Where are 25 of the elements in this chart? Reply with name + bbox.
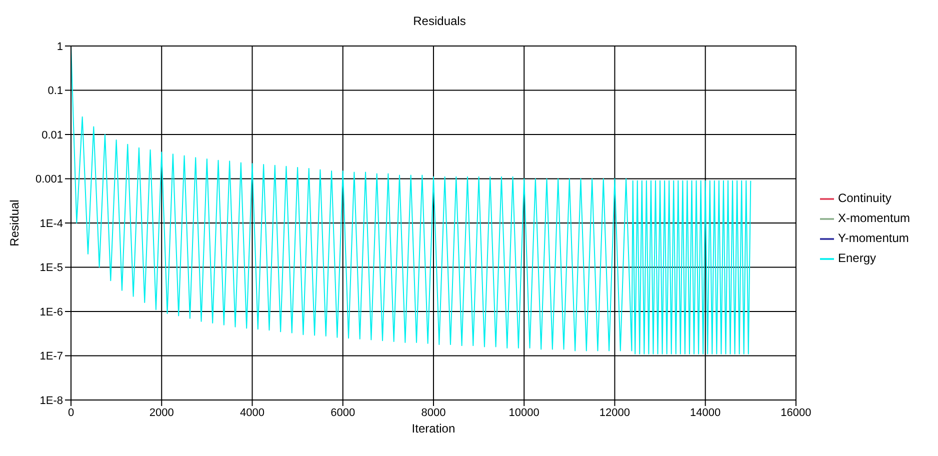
legend-label: Continuity	[838, 191, 892, 205]
y-tick-label: 1	[56, 40, 63, 53]
y-tick-label: 1E-5	[40, 262, 63, 274]
x-tick-label: 10000	[508, 406, 540, 419]
x-tick-label: 16000	[780, 406, 812, 419]
y-tick-label: 0.001	[35, 174, 63, 186]
y-tick-label: 1E-4	[40, 218, 63, 230]
x-tick-label: 14000	[690, 406, 721, 419]
x-axis-title: Iteration	[412, 422, 456, 436]
x-tick-label: 2000	[149, 406, 174, 419]
x-tick-label: 6000	[330, 406, 356, 419]
y-tick-label: 1E-8	[40, 394, 63, 407]
y-tick-label: 0.01	[42, 129, 63, 142]
legend-label: Energy	[838, 251, 876, 265]
x-tick-label: 0	[68, 406, 74, 419]
legend-label: Y-momentum	[838, 231, 909, 245]
y-axis-title: Residual	[7, 200, 22, 246]
x-tick-label: 4000	[240, 406, 264, 419]
y-tick-label: 0.1	[48, 85, 63, 98]
y-tick-label: 1E-6	[40, 306, 63, 318]
legend-label: X-momentum	[838, 211, 910, 225]
x-tick-label: 12000	[599, 406, 630, 419]
x-tick-label: 8000	[421, 406, 446, 419]
chart-title: Residuals	[412, 14, 467, 28]
y-tick-label: 1E-7	[40, 350, 63, 363]
